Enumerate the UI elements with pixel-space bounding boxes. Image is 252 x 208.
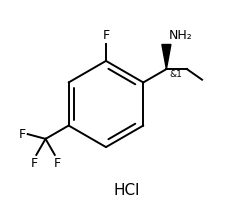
Text: HCl: HCl [113,183,139,198]
Text: &1: &1 [169,70,182,79]
Text: F: F [18,128,25,141]
Polygon shape [161,45,170,69]
Text: NH₂: NH₂ [168,29,192,42]
Text: F: F [30,157,38,170]
Text: F: F [102,29,109,42]
Text: F: F [53,157,60,170]
